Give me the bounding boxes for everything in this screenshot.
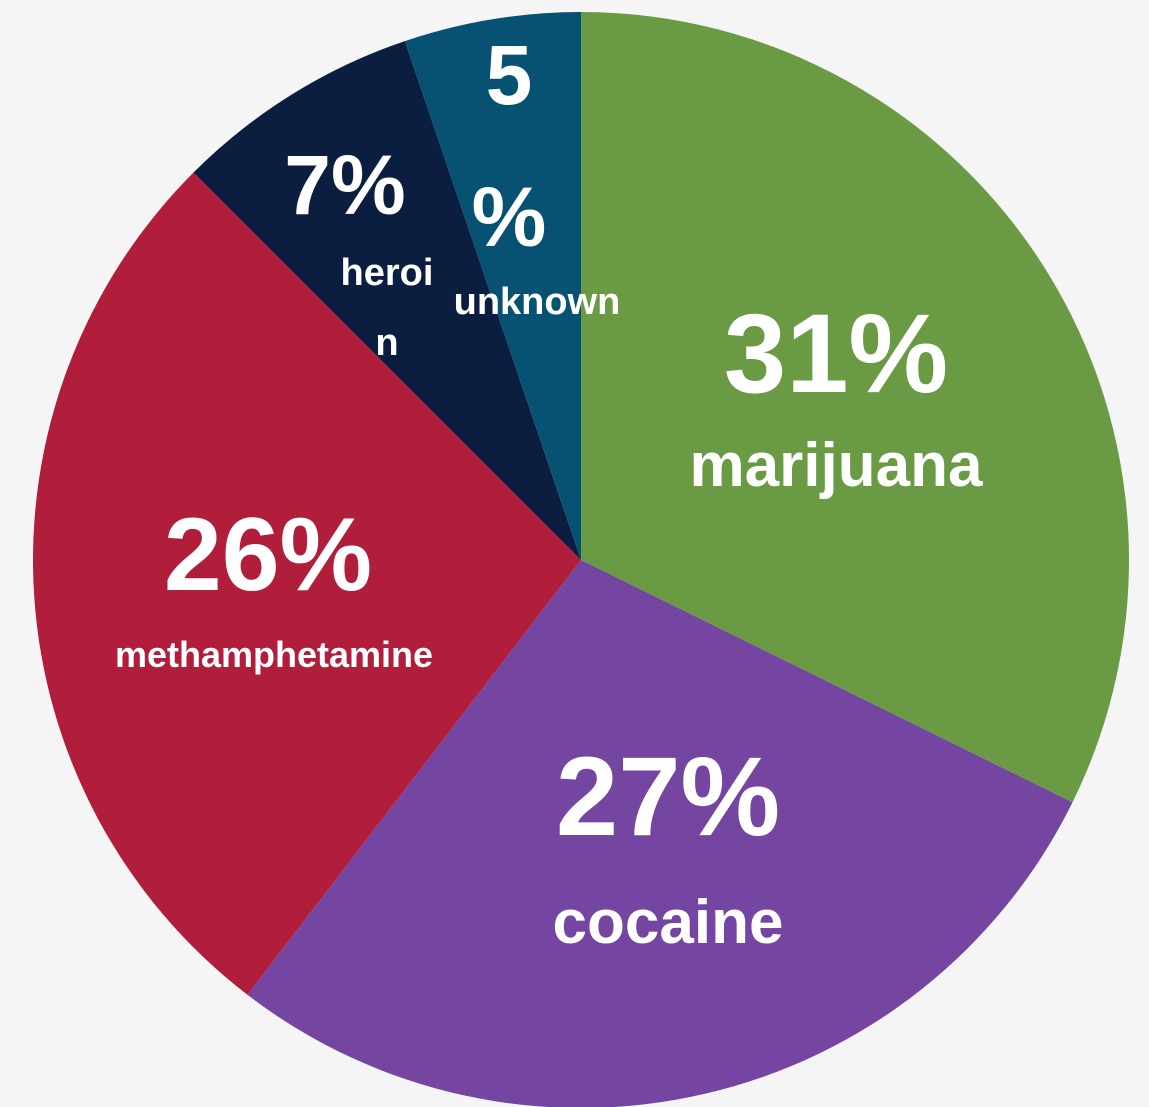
percent-label-heroin: 7% xyxy=(284,138,405,232)
percent-label-unknown-line-2: % xyxy=(472,170,547,264)
percent-label-marijuana: 31% xyxy=(724,291,948,416)
percent-label-cocaine: 27% xyxy=(556,734,780,859)
category-label-marijuana: marijuana xyxy=(690,431,983,500)
slice-cocaine xyxy=(247,560,1073,1107)
slice-unknown xyxy=(404,11,581,560)
percent-label-methamphetamine: 26% xyxy=(164,497,372,613)
slice-heroin xyxy=(193,41,581,561)
category-label-methamphetamine: methamphetamine xyxy=(115,634,433,675)
category-label-heroin-line-2: n xyxy=(375,322,398,364)
slice-methamphetamine xyxy=(33,172,582,995)
category-label-cocaine: cocaine xyxy=(553,888,784,957)
category-label-heroin-line-1: heroi xyxy=(341,252,434,294)
category-label-unknown: unknown xyxy=(454,281,621,323)
slice-marijuana xyxy=(581,12,1129,803)
percent-label-unknown-line-1: 5 xyxy=(486,28,533,122)
